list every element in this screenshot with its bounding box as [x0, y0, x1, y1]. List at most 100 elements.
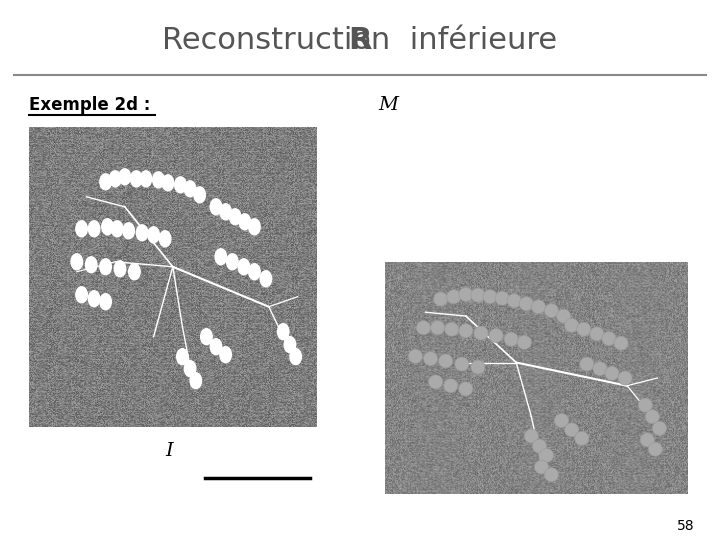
- Ellipse shape: [136, 225, 148, 241]
- Ellipse shape: [284, 337, 296, 353]
- Ellipse shape: [210, 339, 222, 355]
- Ellipse shape: [652, 421, 667, 435]
- Ellipse shape: [554, 414, 569, 428]
- Ellipse shape: [153, 172, 164, 188]
- Ellipse shape: [519, 296, 534, 310]
- Ellipse shape: [455, 357, 469, 371]
- Ellipse shape: [239, 214, 251, 230]
- Text: I: I: [166, 442, 173, 460]
- Ellipse shape: [564, 319, 579, 332]
- Ellipse shape: [184, 361, 196, 377]
- Ellipse shape: [71, 254, 83, 270]
- Ellipse shape: [433, 292, 448, 306]
- Ellipse shape: [220, 347, 231, 363]
- Ellipse shape: [590, 327, 604, 341]
- Ellipse shape: [176, 349, 188, 365]
- Ellipse shape: [577, 322, 591, 336]
- Ellipse shape: [534, 460, 549, 474]
- Ellipse shape: [89, 291, 100, 307]
- Ellipse shape: [459, 324, 473, 338]
- Ellipse shape: [648, 442, 662, 456]
- Ellipse shape: [109, 171, 121, 187]
- Ellipse shape: [532, 439, 546, 453]
- Text: 58: 58: [678, 519, 695, 534]
- Ellipse shape: [123, 223, 135, 239]
- Ellipse shape: [445, 322, 459, 336]
- Ellipse shape: [227, 254, 238, 270]
- Ellipse shape: [557, 309, 571, 323]
- Ellipse shape: [100, 294, 112, 310]
- Ellipse shape: [100, 259, 112, 275]
- Ellipse shape: [618, 371, 632, 385]
- Ellipse shape: [438, 354, 453, 368]
- Ellipse shape: [471, 288, 485, 302]
- Ellipse shape: [507, 294, 521, 308]
- Ellipse shape: [248, 219, 260, 235]
- Ellipse shape: [593, 362, 607, 376]
- Ellipse shape: [248, 264, 260, 280]
- Ellipse shape: [580, 357, 594, 371]
- Ellipse shape: [184, 181, 196, 197]
- Ellipse shape: [220, 204, 231, 220]
- Ellipse shape: [230, 209, 241, 225]
- Ellipse shape: [175, 177, 186, 193]
- Ellipse shape: [564, 423, 579, 437]
- Ellipse shape: [86, 256, 97, 273]
- Ellipse shape: [495, 291, 509, 305]
- Ellipse shape: [76, 287, 87, 303]
- Ellipse shape: [444, 379, 458, 393]
- Ellipse shape: [645, 410, 660, 424]
- Ellipse shape: [517, 335, 531, 349]
- Ellipse shape: [89, 221, 100, 237]
- Ellipse shape: [428, 375, 443, 389]
- Ellipse shape: [431, 321, 445, 335]
- Ellipse shape: [76, 221, 87, 237]
- Ellipse shape: [119, 169, 130, 185]
- Ellipse shape: [575, 431, 589, 446]
- Ellipse shape: [489, 328, 503, 342]
- Ellipse shape: [531, 300, 546, 314]
- Ellipse shape: [638, 398, 652, 412]
- Ellipse shape: [190, 373, 202, 389]
- Ellipse shape: [605, 366, 619, 380]
- Ellipse shape: [140, 171, 152, 187]
- Ellipse shape: [524, 429, 539, 443]
- Ellipse shape: [474, 326, 488, 340]
- Ellipse shape: [238, 259, 250, 275]
- Ellipse shape: [277, 323, 289, 340]
- Ellipse shape: [614, 336, 628, 350]
- Ellipse shape: [544, 303, 559, 318]
- Ellipse shape: [423, 352, 438, 366]
- Ellipse shape: [459, 382, 473, 396]
- Ellipse shape: [260, 271, 271, 287]
- Text: M: M: [378, 96, 398, 114]
- Ellipse shape: [459, 287, 473, 301]
- Ellipse shape: [201, 329, 212, 345]
- Ellipse shape: [210, 199, 222, 215]
- Ellipse shape: [416, 321, 431, 335]
- Ellipse shape: [408, 349, 423, 363]
- Ellipse shape: [471, 360, 485, 374]
- Ellipse shape: [640, 433, 654, 447]
- Ellipse shape: [114, 261, 126, 276]
- Ellipse shape: [504, 332, 518, 346]
- Text: Reconstruction  inférieure: Reconstruction inférieure: [163, 26, 557, 55]
- Ellipse shape: [194, 187, 205, 203]
- Ellipse shape: [539, 448, 554, 462]
- Text: Exemple 2d :: Exemple 2d :: [29, 96, 150, 114]
- Ellipse shape: [102, 219, 113, 235]
- Ellipse shape: [159, 231, 171, 247]
- Text: R: R: [348, 26, 372, 55]
- Ellipse shape: [162, 175, 174, 191]
- Ellipse shape: [100, 174, 112, 190]
- Ellipse shape: [130, 171, 142, 187]
- Ellipse shape: [215, 249, 227, 265]
- Ellipse shape: [148, 227, 159, 243]
- Ellipse shape: [112, 221, 123, 237]
- Ellipse shape: [544, 468, 559, 482]
- Ellipse shape: [483, 290, 497, 303]
- Ellipse shape: [290, 349, 302, 365]
- Ellipse shape: [129, 264, 140, 280]
- Ellipse shape: [602, 332, 616, 346]
- Ellipse shape: [446, 290, 461, 303]
